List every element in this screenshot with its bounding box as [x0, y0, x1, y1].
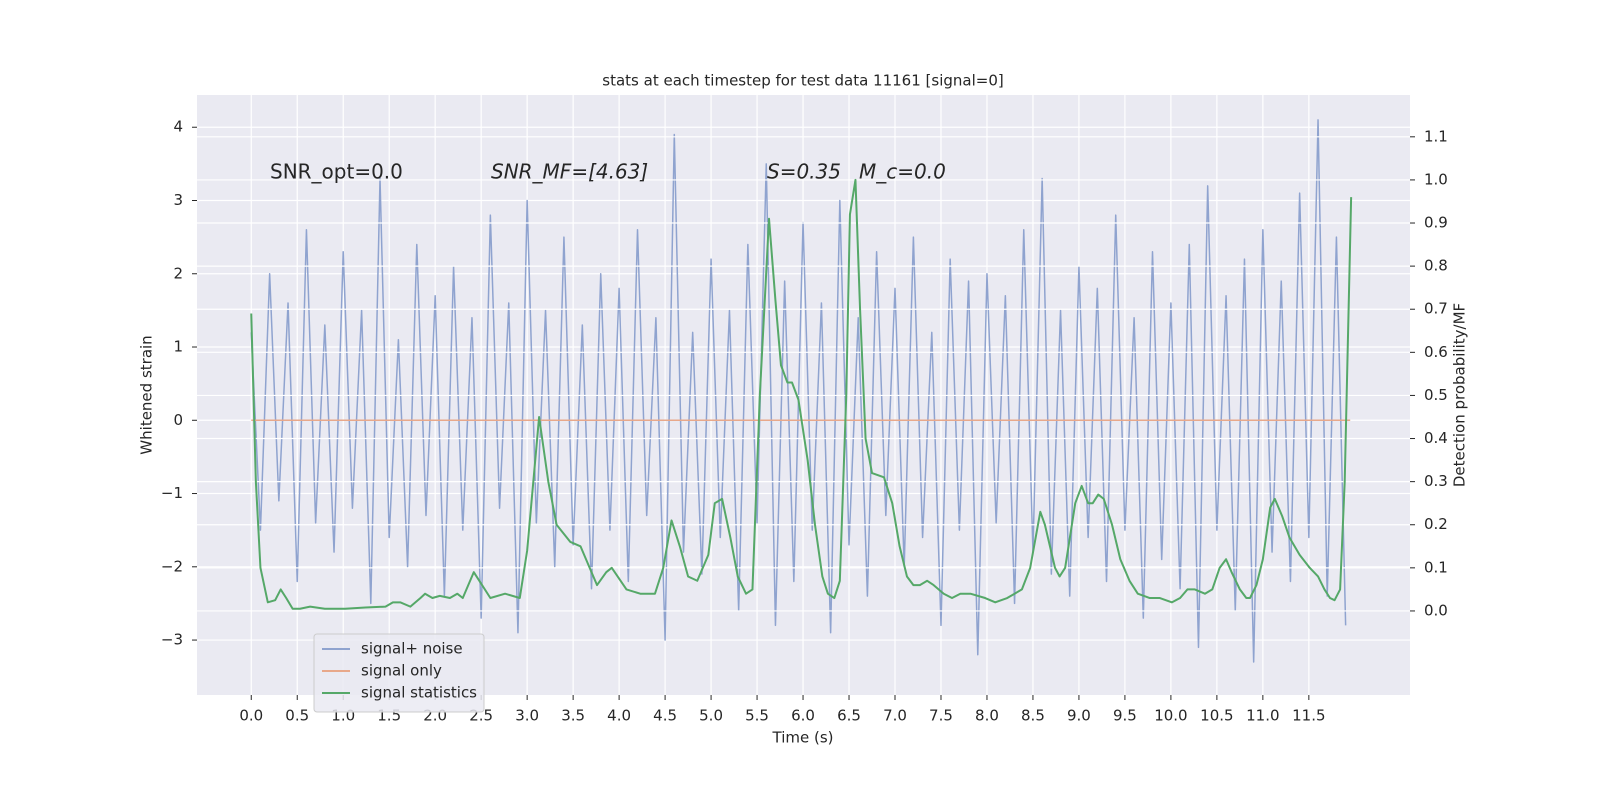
x-tick-label: 0.0 [239, 707, 263, 725]
x-tick-label: 10.5 [1200, 707, 1233, 725]
overlay: 0.0 0.1 0.2 0.3 0.4 0.5 0.6 0.7 0.8 0.9 1.0 1.1 SNR_… [197, 127, 1448, 713]
annotation: SNR_MF=[4.63] [491, 160, 648, 184]
annotation: SNR_opt=0.0 [270, 160, 403, 184]
legend-label: signal statistics [361, 684, 477, 702]
y-tick-label: 1 [173, 338, 183, 356]
x-tick-label: 3.5 [561, 707, 585, 725]
y-tick-label: −3 [161, 631, 183, 649]
y-tick-label: 2 [173, 264, 183, 282]
y-tick-label: −1 [161, 484, 183, 502]
y2-tick-label: 1.1 [1424, 127, 1448, 145]
y2-tick-label: 0.0 [1424, 601, 1448, 619]
y2-tick-label: 0.4 [1424, 429, 1448, 447]
y2-tick-label: 0.1 [1424, 558, 1448, 576]
annotation: S=0.35 [767, 160, 841, 184]
y2-tick-label: 0.5 [1424, 386, 1448, 404]
legend-box [313, 633, 485, 713]
y2-tick-label: 1.0 [1424, 170, 1448, 188]
legend-label: signal only [361, 662, 442, 680]
y2-tick-label: 0.7 [1424, 300, 1448, 318]
y2-tick-label: 0.9 [1424, 214, 1448, 232]
y2-tick-label: 0.8 [1424, 257, 1448, 275]
x-tick-label: 10.0 [1154, 707, 1187, 725]
x-tick-label: 0.5 [285, 707, 309, 725]
series-line [250, 178, 1353, 610]
y-axis-label: Whitened strain [138, 335, 156, 454]
x-tick-label: 5.0 [699, 707, 723, 725]
x-tick-label: 11.5 [1292, 707, 1325, 725]
annotation: M_c=0.0 [859, 160, 946, 184]
x-tick-label: 8.5 [1021, 707, 1045, 725]
y2-tick-label: 0.3 [1424, 472, 1448, 490]
x-tick-label: 9.0 [1067, 707, 1091, 725]
x-tick-label: 6.5 [837, 707, 861, 725]
x-tick-label: 7.0 [883, 707, 907, 725]
legend-label: signal+ noise [361, 640, 463, 658]
y2-tick-label: 0.2 [1424, 515, 1448, 533]
x-tick-label: 3.0 [515, 707, 539, 725]
x-tick-label: 6.0 [791, 707, 815, 725]
y-tick-label: 3 [173, 191, 183, 209]
x-tick-label: 4.0 [607, 707, 631, 725]
y-tick-label: 0 [173, 411, 183, 429]
x-tick-label: 7.5 [929, 707, 953, 725]
x-tick-label: 4.5 [653, 707, 677, 725]
y-tick-label: 4 [173, 118, 183, 136]
y2-axis-label: Detection probability/MF [1451, 303, 1469, 487]
y2-tick-label: 0.6 [1424, 343, 1448, 361]
chart-title: stats at each timestep for test data 111… [602, 72, 1003, 90]
x-tick-label: 11.0 [1246, 707, 1279, 725]
legend: signal+ noise signal only signal statistic… [313, 633, 485, 713]
x-tick-label: 8.0 [975, 707, 999, 725]
x-axis-label: Time (s) [772, 729, 834, 747]
x-tick-label: 5.5 [745, 707, 769, 725]
x-tick-label: 9.5 [1113, 707, 1137, 725]
y-tick-label: −2 [161, 557, 183, 575]
